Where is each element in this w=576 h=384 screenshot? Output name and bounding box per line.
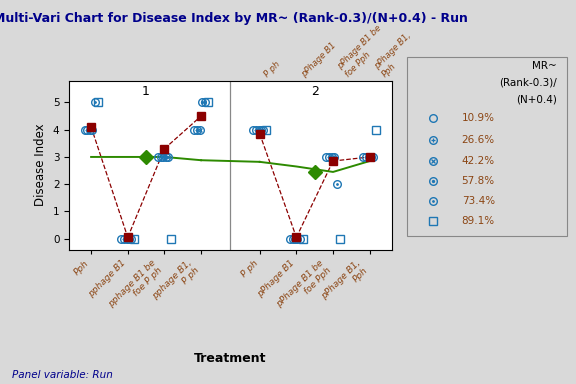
- Y-axis label: Disease Index: Disease Index: [34, 124, 47, 207]
- Text: 10.9%: 10.9%: [461, 113, 495, 123]
- Text: Multi-Vari Chart for Disease Index by MR~ (Rank-0.3)/(N+0.4) - Run: Multi-Vari Chart for Disease Index by MR…: [0, 12, 468, 25]
- Text: Panel variable: Run: Panel variable: Run: [12, 370, 112, 380]
- Text: (N+0.4): (N+0.4): [516, 94, 557, 104]
- Text: P ph: P ph: [263, 60, 282, 79]
- Text: 42.2%: 42.2%: [461, 156, 495, 166]
- Text: 89.1%: 89.1%: [461, 217, 495, 227]
- Text: 26.6%: 26.6%: [461, 136, 495, 146]
- Text: 1: 1: [142, 85, 150, 98]
- Text: pPhage B1: pPhage B1: [300, 41, 338, 79]
- Text: pPhage B1,
Pph: pPhage B1, Pph: [373, 31, 420, 79]
- Text: 2: 2: [311, 85, 319, 98]
- Text: Treatment: Treatment: [194, 352, 267, 365]
- Text: MR~: MR~: [532, 61, 557, 71]
- Text: 57.8%: 57.8%: [461, 176, 495, 186]
- Text: 73.4%: 73.4%: [461, 196, 495, 206]
- Text: (Rank-0.3)/: (Rank-0.3)/: [499, 78, 557, 88]
- Text: pPhage B1 be
foe Pph: pPhage B1 be foe Pph: [336, 24, 391, 79]
